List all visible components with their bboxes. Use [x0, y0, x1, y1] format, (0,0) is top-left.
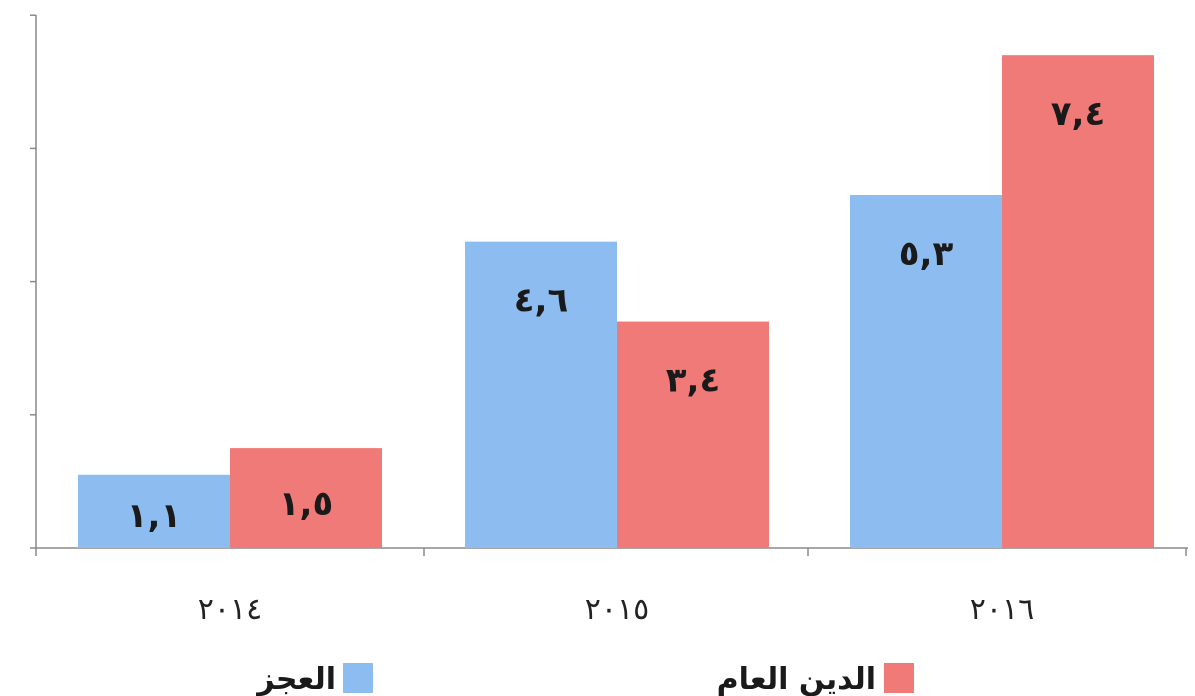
legend-swatch-deficit [343, 663, 373, 693]
data-label-deficit-2: ٥,٣ [899, 234, 954, 274]
legend-label-deficit: العجز [255, 662, 336, 696]
legend-label-public-debt: الدين العام [717, 662, 876, 696]
x-tick-label-0: ٢٠١٤ [198, 592, 262, 627]
bar-deficit-1 [465, 241, 617, 548]
x-tick-label-1: ٢٠١٥ [585, 592, 649, 627]
data-label-public-debt-2: ٧,٤ [1051, 94, 1105, 134]
data-label-deficit-1: ٤,٦ [514, 281, 568, 321]
data-label-public-debt-0: ١,٥ [279, 484, 333, 524]
data-label-public-debt-1: ٣,٤ [666, 361, 720, 401]
x-tick-label-2: ٢٠١٦ [970, 592, 1034, 627]
bar-public-debt-0 [230, 448, 382, 548]
bar-deficit-2 [850, 195, 1002, 548]
legend: العجز الدين العام [255, 662, 914, 696]
bars [78, 55, 1154, 548]
legend-swatch-public-debt [884, 663, 914, 693]
x-tick-labels: ٢٠١٤ ٢٠١٥ ٢٠١٦ [198, 592, 1034, 627]
data-labels: ١,١ ١,٥ ٤,٦ ٣,٤ ٥,٣ ٧,٤ [127, 94, 1105, 536]
bar-deficit-0 [78, 474, 230, 548]
bar-public-debt-1 [617, 321, 769, 548]
data-label-deficit-0: ١,١ [127, 496, 181, 536]
bar-public-debt-2 [1002, 55, 1154, 548]
